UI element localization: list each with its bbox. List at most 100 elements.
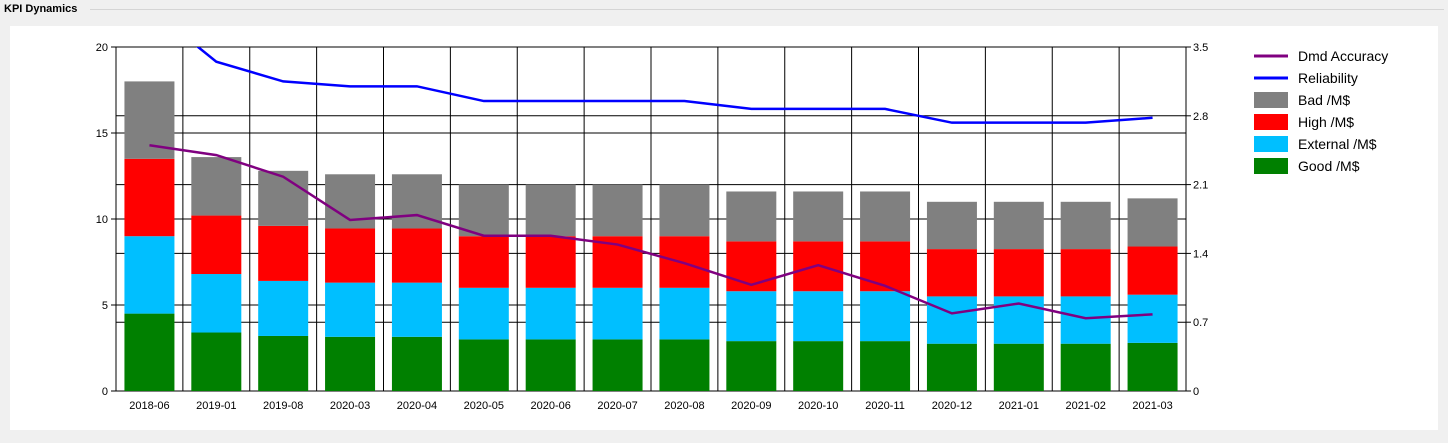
y2-tick-label: 2.1 bbox=[1193, 180, 1208, 192]
x-tick-label: 2020-07 bbox=[597, 400, 637, 412]
bar-segment bbox=[191, 157, 242, 216]
legend-label: Bad /M$ bbox=[1298, 92, 1350, 108]
bar-segment bbox=[726, 341, 777, 391]
bar-segment bbox=[325, 228, 376, 283]
bar-segment bbox=[926, 249, 977, 297]
bar-segment bbox=[592, 339, 643, 391]
x-tick-label: 2018-06 bbox=[129, 400, 169, 412]
bar-segment bbox=[1060, 201, 1111, 250]
y-tick-label: 0 bbox=[102, 386, 108, 398]
legend-box-swatch bbox=[1254, 114, 1288, 130]
bar-segment bbox=[391, 282, 442, 337]
x-tick-label: 2020-08 bbox=[664, 400, 704, 412]
bar-segment bbox=[793, 291, 844, 342]
bar-segment bbox=[993, 201, 1044, 250]
y2-tick-label: 0 bbox=[1193, 386, 1199, 398]
x-tick-label: 2020-10 bbox=[798, 400, 838, 412]
group-title: KPI Dynamics bbox=[4, 3, 82, 15]
bar-segment bbox=[258, 170, 309, 226]
bar-segment bbox=[926, 343, 977, 391]
bar-segment bbox=[1060, 296, 1111, 344]
bar-segment bbox=[458, 236, 509, 288]
legend-box-swatch bbox=[1254, 92, 1288, 108]
bar-segment bbox=[1060, 249, 1111, 297]
bar-segment bbox=[659, 287, 710, 340]
y-tick-label: 5 bbox=[102, 300, 108, 312]
bar-segment bbox=[726, 191, 777, 242]
bar-segment bbox=[458, 184, 509, 237]
bar-segment bbox=[592, 287, 643, 340]
bar-segment bbox=[726, 241, 777, 292]
bar-segment bbox=[258, 280, 309, 336]
kpi-chart: 0 5 10 15 20 0 0.7 1.4 2.1 2.8 3.5 2018-06 2019-01 20… bbox=[96, 42, 1389, 412]
x-tick-label: 2019-08 bbox=[263, 400, 303, 412]
bar-segment bbox=[191, 274, 242, 333]
y-tick-label: 20 bbox=[96, 42, 108, 54]
legend-label: Good /M$ bbox=[1298, 158, 1360, 174]
bar-segment bbox=[860, 291, 911, 342]
y2-tick-label: 0.7 bbox=[1193, 317, 1208, 329]
bar-segment bbox=[926, 296, 977, 344]
group-border bbox=[90, 9, 1444, 10]
bar-segment bbox=[325, 282, 376, 337]
bar-segment bbox=[525, 184, 576, 237]
bar-segment bbox=[993, 343, 1044, 391]
x-tick-label: 2021-03 bbox=[1132, 400, 1172, 412]
bar-segment bbox=[391, 336, 442, 391]
bar-segment bbox=[1127, 198, 1178, 247]
bar-segment bbox=[525, 287, 576, 340]
bar-segment bbox=[860, 191, 911, 242]
bar-segment bbox=[726, 291, 777, 342]
bar-segment bbox=[592, 184, 643, 237]
bar-segment bbox=[258, 335, 309, 391]
bar-segment bbox=[659, 339, 710, 391]
y-tick-label: 15 bbox=[96, 128, 108, 140]
x-tick-label: 2020-12 bbox=[932, 400, 972, 412]
x-tick-label: 2020-11 bbox=[865, 400, 905, 412]
bar-segment bbox=[124, 158, 175, 237]
bar-segment bbox=[659, 184, 710, 237]
x-tick-label: 2020-03 bbox=[330, 400, 370, 412]
legend-label: Reliability bbox=[1298, 70, 1358, 86]
bar-segment bbox=[391, 228, 442, 283]
x-tick-label: 2019-01 bbox=[196, 400, 236, 412]
legend-box-swatch bbox=[1254, 136, 1288, 152]
series-line bbox=[149, 144, 1153, 320]
x-tick-label: 2021-01 bbox=[999, 400, 1039, 412]
bar-segment bbox=[525, 236, 576, 288]
bar-segment bbox=[793, 341, 844, 391]
y2-tick-label: 2.8 bbox=[1193, 111, 1208, 123]
bar-segment bbox=[124, 313, 175, 391]
bar-segment bbox=[258, 225, 309, 281]
bar-segment bbox=[793, 191, 844, 242]
bar-segment bbox=[1127, 342, 1178, 391]
chart-panel: 0 5 10 15 20 0 0.7 1.4 2.1 2.8 3.5 2018-06 2019-01 20… bbox=[10, 26, 1438, 430]
x-tick-label: 2020-05 bbox=[464, 400, 504, 412]
bar-segment bbox=[458, 339, 509, 391]
bar-segment bbox=[191, 332, 242, 391]
x-tick-label: 2020-09 bbox=[731, 400, 771, 412]
legend-label: External /M$ bbox=[1298, 136, 1377, 152]
legend-box-swatch bbox=[1254, 158, 1288, 174]
bar-segment bbox=[191, 215, 242, 275]
x-tick-label: 2020-04 bbox=[397, 400, 437, 412]
bar-segment bbox=[993, 249, 1044, 297]
y-tick-label: 10 bbox=[96, 214, 108, 226]
legend-label: High /M$ bbox=[1298, 114, 1354, 130]
bar-segment bbox=[525, 339, 576, 391]
bar-segment bbox=[1060, 343, 1111, 391]
bar-segment bbox=[860, 241, 911, 292]
y2-tick-label: 3.5 bbox=[1193, 42, 1208, 54]
bar-segment bbox=[325, 336, 376, 391]
bar-segment bbox=[1127, 294, 1178, 343]
bar-segment bbox=[860, 341, 911, 391]
bar-segment bbox=[458, 287, 509, 340]
x-tick-label: 2021-02 bbox=[1066, 400, 1106, 412]
y2-tick-label: 1.4 bbox=[1193, 248, 1208, 260]
bar-segment bbox=[926, 201, 977, 250]
bar-segment bbox=[1127, 246, 1178, 295]
series-line bbox=[196, 47, 1153, 124]
legend-label: Dmd Accuracy bbox=[1298, 48, 1388, 64]
x-tick-label: 2020-06 bbox=[531, 400, 571, 412]
